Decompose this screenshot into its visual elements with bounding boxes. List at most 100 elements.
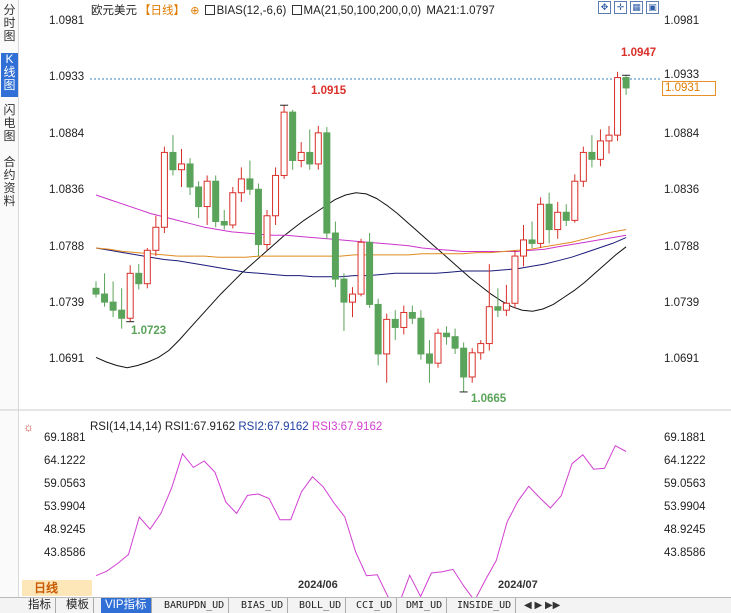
candle-down xyxy=(246,178,254,190)
tab-bias[interactable]: BIAS_UD xyxy=(237,598,289,613)
candle-down xyxy=(391,318,399,328)
price-tick-right: 1.0933 xyxy=(664,69,700,81)
tab-templates[interactable]: 模板 xyxy=(62,598,94,613)
view-tabs: 分时图 K线图 闪电图 合约资料 xyxy=(0,0,19,600)
price-tick-right: 1.0691 xyxy=(664,353,700,365)
candle-up xyxy=(579,151,587,182)
candle-up xyxy=(152,226,160,251)
candle-up xyxy=(554,211,562,231)
price-tick-left: 1.0884 xyxy=(49,128,85,140)
candle-up xyxy=(178,163,185,171)
candle-down xyxy=(562,211,570,221)
ma-checkbox[interactable] xyxy=(291,5,302,15)
candle-down xyxy=(118,309,126,319)
tab-inside[interactable]: INSIDE_UD xyxy=(453,598,517,613)
grid-icon[interactable]: ▦ xyxy=(630,1,643,14)
rsi-tick-left: 69.1881 xyxy=(44,432,86,444)
high-label-2: 1.0947 xyxy=(621,47,657,59)
candle-up xyxy=(468,352,476,378)
candle-up xyxy=(280,111,288,176)
date-label: 2024/07 xyxy=(498,579,538,591)
candle-up xyxy=(571,180,579,221)
candle-down xyxy=(528,239,536,244)
candle-down xyxy=(169,151,177,171)
candle-up xyxy=(537,203,545,244)
candle-up xyxy=(263,215,271,246)
low-label-2: 1.0665 xyxy=(471,393,507,405)
price-tick-right: 1.0739 xyxy=(664,297,700,309)
candle-up xyxy=(229,192,237,226)
ma-label: MA(21,50,100,200,0,0) xyxy=(303,5,422,17)
candle-up xyxy=(400,311,408,328)
rsi-settings-icon[interactable]: ☼ xyxy=(23,420,34,434)
rsi-tick-right: 43.8586 xyxy=(664,547,706,559)
bias-checkbox[interactable] xyxy=(204,5,215,15)
tab-vip-indicators[interactable]: VIP指标 xyxy=(101,598,152,613)
candle-down xyxy=(366,241,374,305)
price-tick-left: 1.0739 xyxy=(49,297,85,309)
tab-scroll-arrows[interactable]: ◀ ▶ ▶▶ xyxy=(524,600,561,611)
settings-icon[interactable]: ⊕ xyxy=(190,5,200,17)
candle-down xyxy=(588,151,596,160)
candle-up xyxy=(434,332,442,364)
candle-up xyxy=(160,151,168,228)
rsi-tick-right: 64.1222 xyxy=(664,455,706,467)
candle-down xyxy=(622,77,630,89)
rsi-tick-right: 59.0563 xyxy=(664,478,706,490)
expand-icon[interactable]: ✥ xyxy=(598,1,611,14)
tab-kline[interactable]: K线图 xyxy=(1,53,18,97)
ma-line-ma21 xyxy=(95,192,627,369)
tab-cci[interactable]: CCI_UD xyxy=(352,598,398,613)
tab-dmi[interactable]: DMI_UD xyxy=(402,598,448,613)
tab-barupdn[interactable]: BARUPDN_UD xyxy=(160,598,230,613)
low-label-1: 1.0723 xyxy=(131,325,167,337)
candle-up xyxy=(314,132,322,165)
last-price-tag: 1.0931 xyxy=(662,81,716,96)
candle-down xyxy=(460,347,468,378)
candle-down xyxy=(451,336,459,349)
ma21-value: MA21:1.0797 xyxy=(426,5,495,17)
candle-down xyxy=(374,303,382,355)
candle-down xyxy=(220,221,228,226)
period-label[interactable]: 【日线】 xyxy=(139,5,185,17)
crosshair-icon[interactable]: ✛ xyxy=(614,1,627,14)
fullscreen-icon[interactable]: ▣ xyxy=(646,1,659,14)
price-tick-right: 1.0836 xyxy=(664,184,700,196)
high-label-1: 1.0915 xyxy=(311,85,347,97)
tab-indicators[interactable]: 指标 xyxy=(24,598,56,613)
price-tick-right: 1.0981 xyxy=(664,15,700,27)
tab-timeshare[interactable]: 分时图 xyxy=(3,3,16,43)
tab-boll[interactable]: BOLL_UD xyxy=(295,598,347,613)
price-tick-left: 1.0836 xyxy=(49,184,85,196)
tab-contract-info[interactable]: 合约资料 xyxy=(3,155,16,208)
tab-lightning[interactable]: 闪电图 xyxy=(3,103,16,143)
rsi2-value: RSI2:67.9162 xyxy=(238,421,309,433)
candle-down xyxy=(92,287,100,295)
candle-up xyxy=(502,302,510,311)
rsi-tick-right: 48.9245 xyxy=(664,524,706,536)
rsi-header: RSI(14,14,14) RSI1:67.9162 RSI2:67.9162 … xyxy=(90,421,382,433)
rsi-tick-left: 48.9245 xyxy=(44,524,86,536)
rsi-title: RSI(14,14,14) xyxy=(90,421,162,433)
candle-down xyxy=(417,317,425,355)
period-button[interactable]: 日线 xyxy=(22,580,92,596)
candle-down xyxy=(331,232,339,280)
candle-down xyxy=(135,272,143,285)
date-label: 2024/06 xyxy=(298,579,338,591)
candle-down xyxy=(425,353,433,364)
rsi-tick-left: 53.9904 xyxy=(44,501,86,513)
price-tick-left: 1.0691 xyxy=(49,353,85,365)
rsi-tick-left: 43.8586 xyxy=(44,547,86,559)
price-tick-right: 1.0884 xyxy=(664,128,700,140)
candle-up xyxy=(237,178,245,194)
candle-up xyxy=(485,306,493,345)
candle-up xyxy=(272,174,280,217)
candle-up xyxy=(349,293,356,303)
candle-up xyxy=(477,343,485,354)
rsi1-value: RSI1:67.9162 xyxy=(164,421,236,433)
candle-up xyxy=(511,255,519,304)
candle-down xyxy=(254,188,262,246)
rsi3-value: RSI3:67.9162 xyxy=(311,421,383,433)
price-tick-left: 1.0788 xyxy=(49,241,85,253)
candle-down xyxy=(408,311,416,319)
